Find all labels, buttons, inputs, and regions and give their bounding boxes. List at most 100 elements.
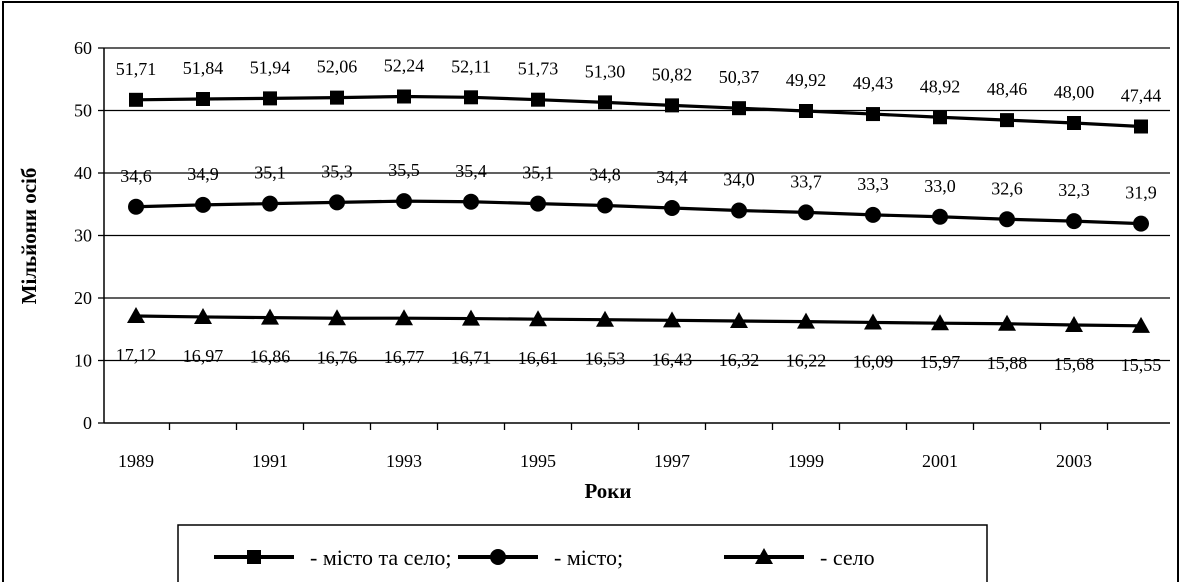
series-square: [129, 89, 1148, 134]
data-point: [531, 92, 545, 107]
data-point: [1000, 113, 1014, 128]
data-point: [596, 310, 614, 327]
data-point: [932, 208, 948, 225]
data-label: 15,97: [920, 352, 961, 372]
y-tick-label: 0: [83, 413, 92, 433]
data-label: 34,4: [656, 167, 688, 187]
data-point: [597, 197, 613, 214]
data-point: [463, 193, 479, 210]
data-point: [933, 110, 947, 125]
data-label: 48,92: [920, 76, 961, 96]
data-label: 48,00: [1054, 82, 1095, 102]
data-point: [665, 98, 679, 113]
x-tick-label: 1995: [520, 451, 556, 471]
data-point: [999, 211, 1015, 228]
data-label: 16,09: [853, 351, 894, 371]
data-point: [664, 200, 680, 216]
data-point: [797, 312, 815, 329]
data-label: 49,92: [786, 70, 827, 90]
data-point: [931, 314, 949, 331]
data-point: [799, 104, 813, 118]
data-label: 35,1: [254, 163, 286, 183]
data-label: 52,06: [317, 57, 358, 77]
data-label: 33,7: [790, 171, 822, 191]
data-label: 33,3: [857, 174, 889, 194]
data-point: [396, 193, 412, 210]
data-point: [529, 310, 547, 327]
data-label: 50,82: [652, 64, 693, 84]
legend-box: [177, 524, 988, 587]
data-label: 34,8: [589, 165, 621, 185]
data-label: 16,32: [719, 350, 760, 370]
data-label: 51,30: [585, 61, 626, 81]
x-tick-label: 2001: [922, 451, 958, 471]
data-point: [195, 196, 211, 213]
data-point: [329, 194, 345, 211]
data-point: [196, 92, 210, 106]
data-point: [462, 309, 480, 326]
data-point: [1134, 119, 1148, 134]
series-triangle: [127, 307, 1150, 333]
y-tick-label: 50: [74, 101, 92, 121]
data-point: [1133, 215, 1149, 232]
data-point: [1066, 213, 1082, 230]
legend-marker-circle: [490, 549, 506, 565]
data-label: 35,5: [388, 160, 420, 180]
data-point: [1132, 316, 1150, 333]
y-tick-label: 60: [74, 38, 92, 58]
y-tick-label: 10: [74, 351, 92, 371]
data-point: [261, 308, 279, 325]
data-point: [328, 309, 346, 326]
data-label: 16,97: [183, 346, 224, 366]
data-label: 31,9: [1125, 183, 1157, 203]
data-label: 34,6: [120, 166, 152, 186]
legend-label: - місто та село;: [310, 545, 452, 570]
y-tick-label: 30: [74, 226, 92, 246]
legend: - місто та село; - місто; - село: [177, 524, 988, 587]
data-point: [128, 198, 144, 215]
data-label: 16,86: [250, 347, 291, 367]
data-label: 51,94: [250, 57, 291, 77]
data-label: 49,43: [853, 73, 894, 93]
x-tick-label: 1991: [252, 451, 288, 471]
data-point: [731, 202, 747, 219]
data-label: 16,71: [451, 348, 492, 368]
data-label: 32,6: [991, 178, 1023, 198]
data-label: 34,0: [723, 170, 755, 190]
data-point: [998, 314, 1016, 331]
data-label: 15,55: [1121, 355, 1162, 375]
y-tick-label: 20: [74, 288, 92, 308]
data-point: [530, 195, 546, 212]
data-label: 33,0: [924, 176, 956, 196]
data-label: 15,88: [987, 353, 1028, 373]
x-tick-label: 2003: [1056, 451, 1092, 471]
series-line: [135, 199, 1142, 226]
data-label: 17,12: [116, 345, 157, 365]
data-label: 52,11: [451, 56, 491, 76]
data-point: [129, 92, 143, 107]
data-point: [464, 90, 478, 105]
data-point: [798, 204, 814, 221]
series-line: [135, 94, 1142, 129]
data-label: 16,22: [786, 351, 827, 371]
data-label: 15,68: [1054, 354, 1095, 374]
data-label: 35,3: [321, 161, 353, 181]
series-line: [135, 314, 1142, 328]
data-label: 32,3: [1058, 180, 1090, 200]
gridlines: [104, 47, 1170, 362]
data-point: [194, 307, 212, 324]
data-point: [598, 95, 612, 110]
x-tick-label: 1997: [654, 451, 690, 471]
data-point: [127, 307, 145, 323]
legend-marker-triangle: [755, 548, 773, 564]
legend-marker-square: [247, 550, 261, 564]
data-label: 16,53: [585, 349, 626, 369]
data-label: 51,73: [518, 59, 559, 79]
data-label: 51,71: [116, 59, 157, 79]
data-label: 16,61: [518, 348, 559, 368]
data-label: 16,76: [317, 347, 358, 367]
data-point: [397, 89, 411, 104]
data-point: [1067, 116, 1081, 130]
data-label: 47,44: [1121, 86, 1162, 106]
